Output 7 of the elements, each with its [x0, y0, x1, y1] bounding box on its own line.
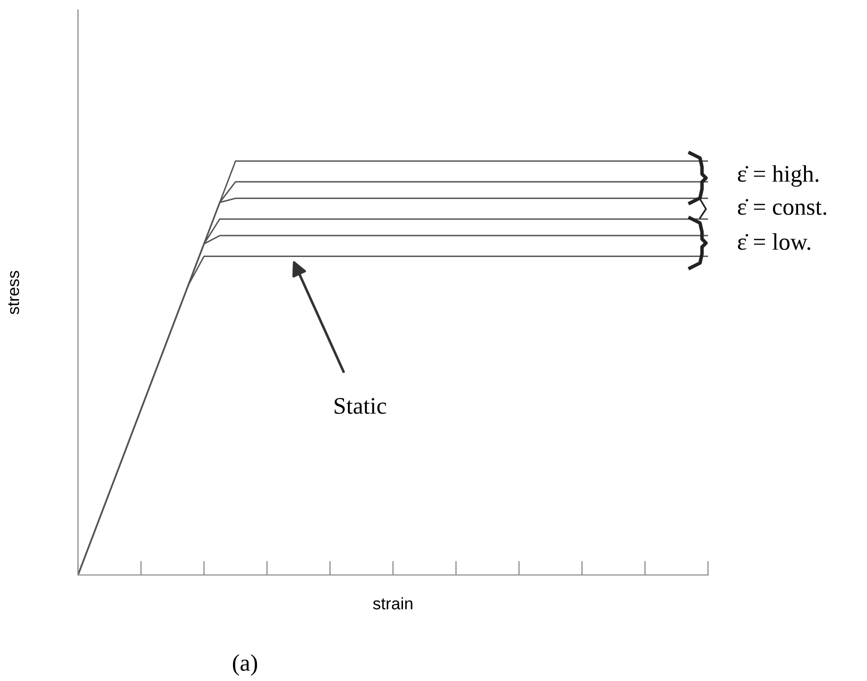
text: ε̇ = high.	[738, 165, 818, 187]
y-axis-title: stress	[8, 270, 20, 314]
text: (a)	[232, 654, 258, 676]
text: ε̇ = low.	[738, 233, 810, 250]
annotation: Static	[334, 398, 386, 414]
text: ε̇ = const.	[738, 199, 826, 216]
x-axis-title: strain	[373, 597, 412, 610]
